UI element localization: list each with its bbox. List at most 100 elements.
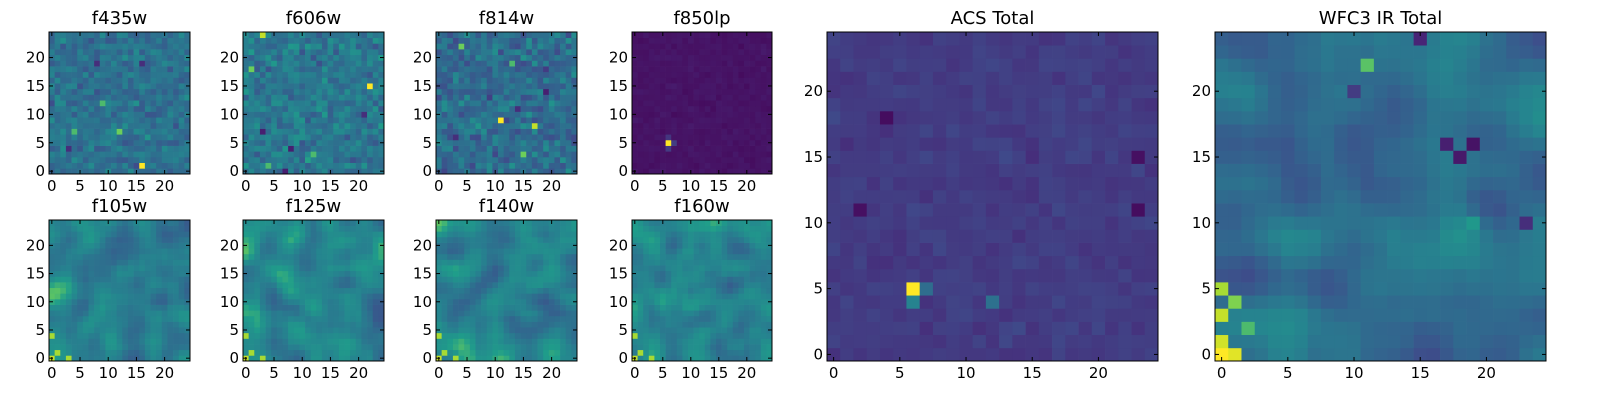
heatmap-cell <box>1105 347 1119 362</box>
heatmap-cell <box>184 32 191 39</box>
heatmap-cell <box>732 168 739 175</box>
heatmap-cell <box>49 49 55 56</box>
heatmap-cell <box>60 94 67 101</box>
heatmap-cell <box>1131 137 1146 151</box>
heatmap-cell <box>693 32 700 39</box>
heatmap-cell <box>243 310 249 317</box>
heatmap-cell <box>514 128 521 135</box>
heatmap-cell <box>548 134 555 141</box>
heatmap-cell <box>1065 308 1079 322</box>
heatmap-cell <box>276 88 283 95</box>
heatmap-cell <box>184 151 191 158</box>
heatmap-cell <box>88 315 95 322</box>
heatmap-cell <box>71 128 78 135</box>
heatmap-cell <box>827 137 841 151</box>
heatmap-cell <box>265 32 272 39</box>
heatmap-cell <box>344 293 351 300</box>
heatmap-cell <box>1052 347 1066 362</box>
heatmap-cell <box>543 168 550 175</box>
heatmap-cell <box>367 139 374 146</box>
heatmap-cell <box>259 32 266 39</box>
heatmap-cell <box>1519 84 1534 99</box>
heatmap-cell <box>760 117 767 124</box>
heatmap-cell <box>338 349 345 356</box>
heatmap-cell <box>1144 282 1159 296</box>
heatmap-cell <box>54 265 61 272</box>
heatmap-cell <box>60 293 67 300</box>
heatmap-cell <box>299 37 306 44</box>
heatmap-cell <box>173 43 180 50</box>
heatmap-cell <box>893 137 907 151</box>
heatmap-cell <box>156 139 163 146</box>
heatmap-cell <box>122 349 129 356</box>
heatmap-cell <box>565 94 572 101</box>
heatmap-cell <box>338 66 345 73</box>
heatmap-cell <box>173 100 180 107</box>
heatmap-cell <box>498 71 505 78</box>
heatmap-cell <box>452 105 459 112</box>
heatmap-cell <box>1440 334 1454 349</box>
heatmap-cell <box>316 310 323 317</box>
heatmap-cell <box>111 122 118 129</box>
heatmap-cell <box>378 71 385 78</box>
heatmap-cell <box>243 315 249 322</box>
heatmap-cell <box>82 156 89 163</box>
heatmap-cell <box>299 111 306 118</box>
heatmap-cell <box>436 66 442 73</box>
heatmap-cell <box>361 77 368 84</box>
heatmap-cell <box>458 43 465 50</box>
heatmap-cell <box>1373 137 1388 151</box>
heatmap-cell <box>840 242 854 257</box>
heatmap-cell <box>710 145 717 152</box>
heatmap-cell <box>1228 176 1242 191</box>
heatmap-cell <box>520 49 527 56</box>
heatmap-cell <box>1519 255 1534 270</box>
heatmap-cell <box>1025 321 1040 336</box>
heatmap-cell <box>537 162 544 169</box>
heatmap-cell <box>514 139 521 146</box>
heatmap-cell <box>985 137 1000 151</box>
heatmap-cell <box>648 122 655 129</box>
heatmap-cell <box>464 60 471 67</box>
heatmap-cell <box>760 66 767 73</box>
heatmap-cell <box>1334 97 1348 112</box>
heatmap-cell <box>71 344 78 351</box>
heatmap-cell <box>959 32 973 46</box>
heatmap-cell <box>526 88 533 95</box>
heatmap-cell <box>327 71 334 78</box>
heatmap-cell <box>88 134 95 141</box>
heatmap-cell <box>65 276 72 283</box>
heatmap-cell <box>447 71 454 78</box>
heatmap-cell <box>167 134 174 141</box>
heatmap-cell <box>526 128 533 135</box>
heatmap-cell <box>60 139 67 146</box>
heatmap-cell <box>1091 203 1106 217</box>
heatmap-cell <box>1387 124 1401 138</box>
heatmap-cell <box>122 105 129 112</box>
heatmap-cell <box>116 43 123 50</box>
heatmap-cell <box>254 293 261 300</box>
heatmap-cell <box>481 105 488 112</box>
heatmap-cell <box>1347 268 1361 283</box>
heatmap-cell <box>65 105 72 112</box>
heatmap-cell <box>173 231 180 238</box>
heatmap-cell <box>361 344 368 351</box>
heatmap-cell <box>1038 32 1053 46</box>
heatmap-cell <box>282 349 289 356</box>
heatmap-cell <box>1078 308 1093 322</box>
panel-title: f125w <box>286 196 341 217</box>
heatmap-cell <box>1387 334 1401 349</box>
heatmap-cell <box>144 276 151 283</box>
heatmap-cell <box>985 45 1000 59</box>
heatmap-cell <box>99 145 106 152</box>
heatmap-cell <box>1506 295 1520 309</box>
heatmap-cell <box>710 60 717 67</box>
heatmap-cell <box>959 124 973 138</box>
heatmap-cell <box>985 176 1000 191</box>
heatmap-cell <box>248 321 255 328</box>
heatmap-cell <box>1347 97 1361 112</box>
heatmap-cell <box>503 156 510 163</box>
heatmap-cell <box>344 32 351 39</box>
heatmap-cell <box>276 134 283 141</box>
heatmap-cell <box>906 84 921 99</box>
